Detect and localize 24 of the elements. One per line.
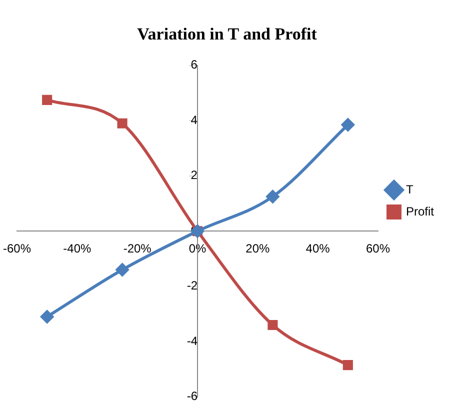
- point: [341, 118, 354, 132]
- x-tick-label: 20%: [246, 242, 270, 256]
- point: [268, 320, 278, 330]
- y-tick-label: -2: [186, 278, 198, 293]
- y-tick-label: 2: [190, 168, 198, 182]
- legend-label: T: [406, 182, 414, 196]
- chart-title: Variation in T and Profit: [137, 24, 318, 44]
- x-tick-label: -40%: [63, 242, 92, 256]
- point: [266, 190, 280, 204]
- point: [42, 94, 52, 105]
- x-tick-label: 60%: [366, 242, 390, 256]
- y-tick-label: -4: [186, 334, 198, 348]
- point: [116, 263, 129, 276]
- point: [117, 118, 128, 128]
- x-tick-label: -60%: [3, 242, 32, 256]
- legend-label: Profit: [406, 204, 435, 218]
- y-tick-label: 6: [190, 58, 198, 72]
- point: [40, 310, 54, 324]
- x-tick-label: 40%: [306, 242, 330, 256]
- point: [342, 360, 353, 370]
- x-tick-label: 0%: [188, 242, 206, 256]
- x-tick-label: -20%: [123, 242, 152, 256]
- y-tick-label: -6: [186, 389, 198, 404]
- y-tick-label: 4: [190, 112, 198, 127]
